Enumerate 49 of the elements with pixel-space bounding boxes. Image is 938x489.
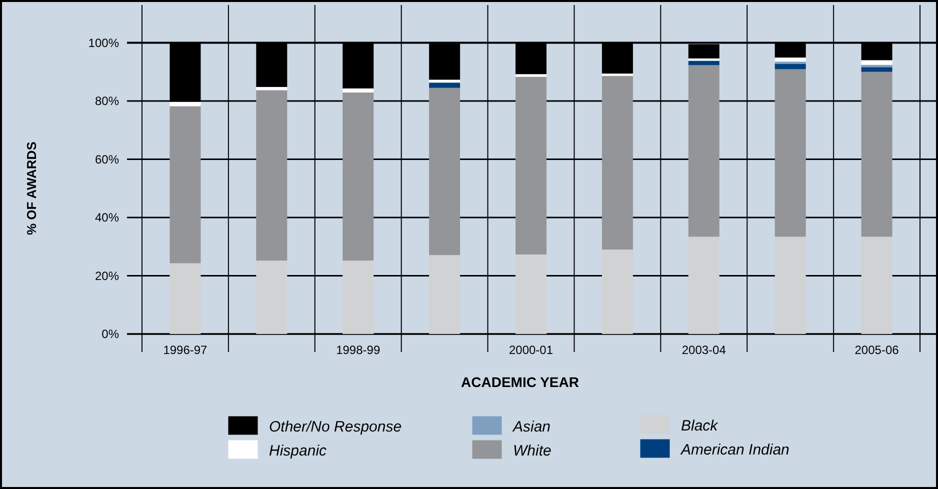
y-tick-label: 0% xyxy=(102,327,120,342)
bar xyxy=(256,90,288,261)
bar xyxy=(516,74,546,77)
bar xyxy=(429,255,460,334)
bar xyxy=(774,58,806,62)
x-tick-label: 1996-97 xyxy=(163,343,208,357)
bar xyxy=(688,236,720,334)
bar xyxy=(861,67,892,72)
bar xyxy=(688,58,720,61)
bar xyxy=(170,263,201,334)
legend-label: Other/No Response xyxy=(269,418,402,436)
y-tick-label: 80% xyxy=(94,94,120,108)
bar xyxy=(774,69,806,237)
bar xyxy=(342,88,374,93)
legend-label: Black xyxy=(681,417,720,434)
y-tick-label: 60% xyxy=(94,152,120,166)
legend-label: American Indian xyxy=(680,441,790,458)
y-tick-label: 100% xyxy=(88,36,120,50)
x-tick-label: 1998-99 xyxy=(336,343,380,357)
bar xyxy=(861,236,892,334)
bar xyxy=(774,64,806,70)
bar xyxy=(342,92,374,261)
y-axis-title: % OF AWARDS xyxy=(24,141,39,236)
x-tick-label: 2005-06 xyxy=(854,343,900,357)
bar xyxy=(429,80,460,83)
x-axis-title: ACADEMIC YEAR xyxy=(461,374,579,390)
bar xyxy=(170,102,201,106)
bar xyxy=(861,72,892,237)
y-tick-label: 20% xyxy=(94,268,120,283)
bar xyxy=(861,60,892,65)
legend-label: White xyxy=(513,442,552,460)
legend-label: Asian xyxy=(512,418,551,436)
bar xyxy=(774,236,806,334)
legend-label: Hispanic xyxy=(269,442,328,460)
y-tick-label: 40% xyxy=(94,210,120,225)
bar xyxy=(602,250,633,334)
x-tick-label: 2000-01 xyxy=(508,343,554,357)
x-tick-label: 2003-04 xyxy=(682,343,726,357)
bar xyxy=(688,60,720,66)
bar xyxy=(256,260,288,334)
bar xyxy=(170,106,201,264)
bar xyxy=(516,76,546,254)
bar xyxy=(429,82,460,88)
bar xyxy=(602,76,633,250)
bar xyxy=(516,254,546,334)
bar xyxy=(429,88,460,256)
bar xyxy=(688,65,720,237)
bar xyxy=(256,86,288,90)
bar xyxy=(342,260,374,334)
